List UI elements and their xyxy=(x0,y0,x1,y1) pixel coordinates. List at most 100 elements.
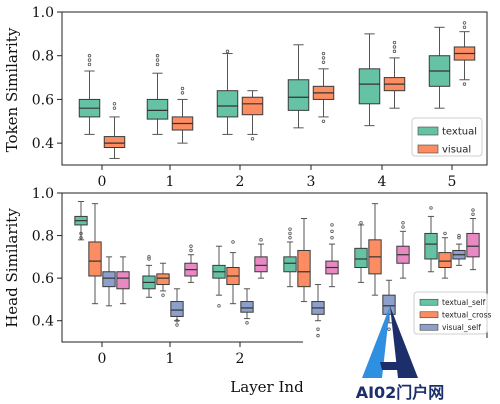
box-body xyxy=(438,252,452,269)
outlier-point xyxy=(175,323,179,327)
outlier-point xyxy=(462,82,467,86)
box-body xyxy=(170,301,184,317)
outlier-point xyxy=(112,106,117,110)
outlier-point xyxy=(330,223,334,227)
y-axis-label: Token Similarity xyxy=(3,27,21,152)
outlier-point xyxy=(429,206,433,210)
plot-frame xyxy=(61,192,488,343)
y-tick-label: 0.8 xyxy=(32,229,54,245)
head-similarity-chart: 0.4 0.6 0.8 1.0 0 1 2 Head Similarity Layer Ind t… xyxy=(3,186,492,396)
outlier-point xyxy=(462,21,467,25)
y-axis-label: Head Similarity xyxy=(3,208,21,328)
box-series-3-0 xyxy=(116,256,130,305)
legend: textual visual xyxy=(411,117,483,157)
watermark-text: AI02门户网 xyxy=(356,383,445,402)
x-tick-label: 2 xyxy=(236,174,245,190)
x-tick-label: 3 xyxy=(307,174,316,190)
legend-swatch xyxy=(417,144,439,154)
outlier-point xyxy=(155,62,160,67)
x-axis-label: Layer Ind xyxy=(230,378,304,396)
legend-entry-textual_cross: textual_cross xyxy=(442,310,492,319)
y-tick-label: 0.8 xyxy=(32,49,54,65)
box-visual_self-1 xyxy=(170,288,184,327)
box-body xyxy=(297,249,311,288)
outlier-point xyxy=(392,49,397,54)
triangle-logo-icon xyxy=(362,306,418,378)
outlier-point xyxy=(147,255,151,259)
box-series-3-2 xyxy=(254,238,268,279)
token-similarity-chart: 0.4 0.6 0.8 1.0 0 1 2 3 4 5 Token Similarity textua… xyxy=(3,5,488,190)
outlier-point xyxy=(288,231,292,236)
outlier-point xyxy=(330,235,334,240)
outlier-point xyxy=(79,231,83,236)
outlier-point xyxy=(217,304,221,308)
box-body xyxy=(240,301,254,313)
box-body xyxy=(354,247,368,268)
box-body xyxy=(146,98,169,120)
box-visual-0 xyxy=(103,102,126,159)
box-series-3-3 xyxy=(325,223,339,288)
box-textual_self-1 xyxy=(142,255,156,298)
outlier-point xyxy=(316,327,320,331)
box-textual_self-2 xyxy=(212,245,226,308)
box-visual-5 xyxy=(453,21,476,86)
outlier-point xyxy=(330,229,334,234)
box-body xyxy=(358,68,381,105)
outlier-point xyxy=(189,248,193,253)
outlier-point xyxy=(250,137,255,141)
box-body xyxy=(283,256,297,273)
x-tick-label: 2 xyxy=(236,351,245,367)
outlier-point xyxy=(457,233,461,238)
box-body xyxy=(156,273,170,286)
outlier-point xyxy=(189,244,193,248)
x-tick-label: 0 xyxy=(98,351,107,367)
box-textual_cross-4 xyxy=(368,203,382,296)
box-visual-2 xyxy=(241,90,264,141)
outlier-point xyxy=(155,54,160,58)
legend-swatch xyxy=(417,126,439,136)
outlier-point xyxy=(288,227,292,231)
outlier-point xyxy=(180,91,185,95)
y-tick-label: 0.4 xyxy=(32,314,54,330)
outlier-point xyxy=(231,240,235,244)
outlier-point xyxy=(87,62,92,67)
outlier-point xyxy=(387,327,391,331)
box-visual_self-0 xyxy=(102,256,116,307)
box-visual_self-2 xyxy=(240,288,254,325)
box-body xyxy=(241,96,264,116)
outlier-point xyxy=(471,208,475,212)
outlier-point xyxy=(316,333,320,338)
x-tick-label: 0 xyxy=(98,174,107,190)
y-tick-label: 1.0 xyxy=(32,186,54,202)
outlier-point xyxy=(259,238,263,242)
box-textual_cross-2 xyxy=(226,240,240,305)
box-series-3-4 xyxy=(396,221,410,279)
box-textual-0 xyxy=(78,54,101,135)
outlier-point xyxy=(457,235,461,240)
box-textual_cross-5 xyxy=(438,231,452,279)
legend: textual_self textual_cross visual_self xyxy=(413,291,492,335)
x-tick-label: 1 xyxy=(166,174,175,190)
outlier-point xyxy=(321,119,326,123)
outlier-point xyxy=(87,54,92,58)
box-body xyxy=(103,136,126,149)
box-textual_self-4 xyxy=(354,221,368,283)
box-textual_cross-1 xyxy=(156,262,170,297)
box-series-3-5 xyxy=(466,208,480,271)
y-tick-label: 1.0 xyxy=(32,5,54,21)
outlier-point xyxy=(321,51,326,56)
outlier-point xyxy=(245,321,249,325)
outlier-point xyxy=(225,49,230,54)
outlier-point xyxy=(87,58,92,62)
box-textual-5 xyxy=(428,26,451,109)
box-body xyxy=(216,90,239,118)
outlier-point xyxy=(321,56,326,60)
legend-swatch xyxy=(419,311,439,319)
box-body xyxy=(102,271,116,288)
outlier-point xyxy=(79,235,83,240)
legend-entry-visual_self: visual_self xyxy=(442,323,481,332)
y-tick-label: 0.4 xyxy=(32,136,54,152)
x-tick-label: 5 xyxy=(448,174,457,190)
legend-entry-textual_self: textual_self xyxy=(442,298,486,307)
